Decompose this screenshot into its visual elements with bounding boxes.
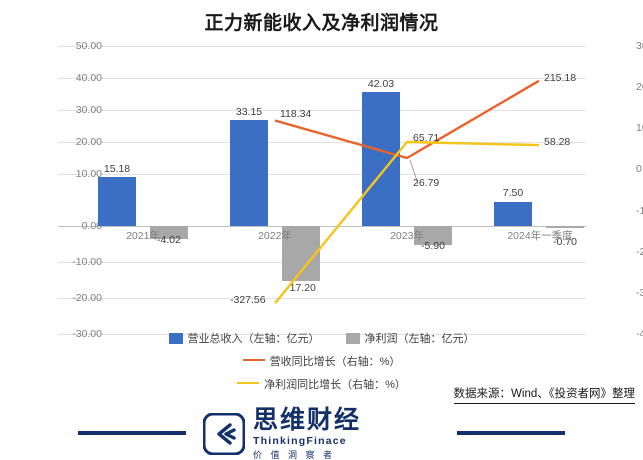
footer-rule-left [78, 431, 186, 435]
bar-profit-2024q1 [546, 226, 584, 229]
bar-value-profit-2021: -4.02 [157, 234, 181, 246]
category-label-2021: 2021年 [126, 230, 160, 242]
bar-revenue-2022 [230, 119, 268, 226]
legend-line-icon [242, 359, 265, 361]
footer-rule-right [457, 431, 565, 435]
legend-row-3: 净利润同比增长（右轴：%） [0, 376, 643, 392]
ytick-right: 200 [636, 81, 643, 93]
leader-line-26.79 [409, 159, 419, 185]
bar-revenue-2024q1 [494, 202, 532, 226]
line-value-revenue-growth-2024q1: 215.18 [544, 72, 577, 84]
line-profit-growth [274, 140, 540, 305]
legend-swatch-icon [168, 332, 183, 344]
logo-name-cn: 思维财经 [253, 406, 362, 434]
line-value-revenue-growth-2023: 26.79 [413, 177, 440, 189]
line-value-revenue-growth-2022: 118.34 [280, 108, 312, 120]
legend-revenue-growth[interactable]: 营收同比增长（右轴：%） [242, 353, 401, 369]
ytick-left: -20.00 [72, 292, 102, 304]
zero-axis-line [58, 226, 586, 227]
legend-swatch-icon [345, 332, 360, 344]
bar-revenue-2021 [98, 177, 136, 226]
logo-tagline: 价 值 洞 察 者 [253, 449, 336, 460]
category-label-2024q1: 2024年一季度 [507, 230, 573, 242]
bar-value-profit-2024q1: -0.70 [553, 236, 577, 248]
ytick-left: 20.00 [75, 136, 102, 148]
bar-value-revenue-2024q1: 7.50 [502, 187, 524, 199]
logo-name-en: ThinkingFinace [253, 435, 347, 447]
legend-revenue[interactable]: 营业总收入（左轴：亿元） [168, 330, 320, 346]
chart-legend: 营业总收入（左轴：亿元） 净利润（左轴：亿元） 营收同比增长（右轴：%） 净利润… [0, 330, 643, 399]
ytick-left: 50.00 [75, 40, 102, 52]
bar-value-profit-2023: -5.90 [421, 240, 445, 252]
ytick-left: 0.00 [81, 220, 102, 232]
ytick-left: 40.00 [75, 72, 102, 84]
bar-value-revenue-2023: 42.03 [367, 78, 395, 90]
ytick-right: 300 [636, 40, 643, 52]
gridline [58, 334, 586, 335]
ytick-left: -10.00 [72, 256, 102, 268]
legend-label: 净利润同比增长（右轴：%） [264, 379, 406, 391]
bar-value-profit-2022: -17.20 [286, 282, 316, 294]
bar-profit-2021 [150, 226, 188, 239]
gridline [58, 142, 586, 143]
chart-title: 正力新能收入及净利润情况 [204, 13, 439, 34]
ytick-right: -400 [636, 328, 643, 340]
line-revenue-growth [274, 79, 540, 160]
gridline [58, 262, 586, 263]
legend-label: 净利润（左轴：亿元） [364, 333, 475, 345]
category-label-2022: 2022年 [258, 230, 292, 242]
brand-logo: 思维财经 ThinkingFinace 价 值 洞 察 者 [203, 408, 361, 460]
gridline [58, 174, 586, 175]
logo-mark-icon [203, 412, 245, 455]
legend-row-1: 营业总收入（左轴：亿元） 净利润（左轴：亿元） [0, 330, 643, 346]
legend-profit-growth[interactable]: 净利润同比增长（右轴：%） [237, 376, 406, 392]
category-label-2023: 2023年 [390, 230, 424, 242]
plot-region: 50.00 40.00 30.00 20.00 10.00 0.00 -10.0… [58, 40, 643, 340]
legend-row-2: 营收同比增长（右轴：%） [0, 353, 643, 369]
line-value-profit-growth-2024q1: 58.28 [544, 136, 571, 148]
ytick-left: 10.00 [75, 168, 102, 180]
footer [0, 406, 643, 460]
ytick-right: 0 [636, 163, 642, 175]
ytick-right: -100 [636, 205, 643, 217]
ytick-right: 100 [636, 122, 643, 134]
line-series-layer [274, 79, 540, 305]
ytick-left: -30.00 [72, 328, 102, 340]
gridline [58, 298, 586, 299]
gridline [58, 78, 586, 79]
line-value-profit-growth-2023: 65.71 [413, 132, 440, 144]
ytick-left: 30.00 [75, 104, 102, 116]
gridline [58, 110, 586, 111]
logo-text: 思维财经 ThinkingFinace 价 值 洞 察 者 [253, 408, 361, 460]
line-value-profit-growth-2022: -327.56 [230, 294, 266, 306]
legend-label: 营收同比增长（右轴：%） [269, 356, 401, 368]
ytick-right: -300 [636, 287, 643, 299]
source-note: 数据来源：Wind、《投资者网》整理 [453, 385, 635, 404]
chart-area: 50.00 40.00 30.00 20.00 10.00 0.00 -10.0… [10, 38, 643, 340]
bar-value-revenue-2022: 33.15 [235, 106, 263, 118]
gridline [58, 46, 586, 47]
ytick-right: -200 [636, 246, 643, 258]
legend-label: 营业总收入（左轴：亿元） [187, 333, 320, 345]
legend-profit[interactable]: 净利润（左轴：亿元） [345, 330, 475, 346]
bar-profit-2023 [414, 226, 452, 245]
legend-line-icon [237, 382, 260, 384]
bar-value-revenue-2021: 15.18 [103, 163, 131, 175]
